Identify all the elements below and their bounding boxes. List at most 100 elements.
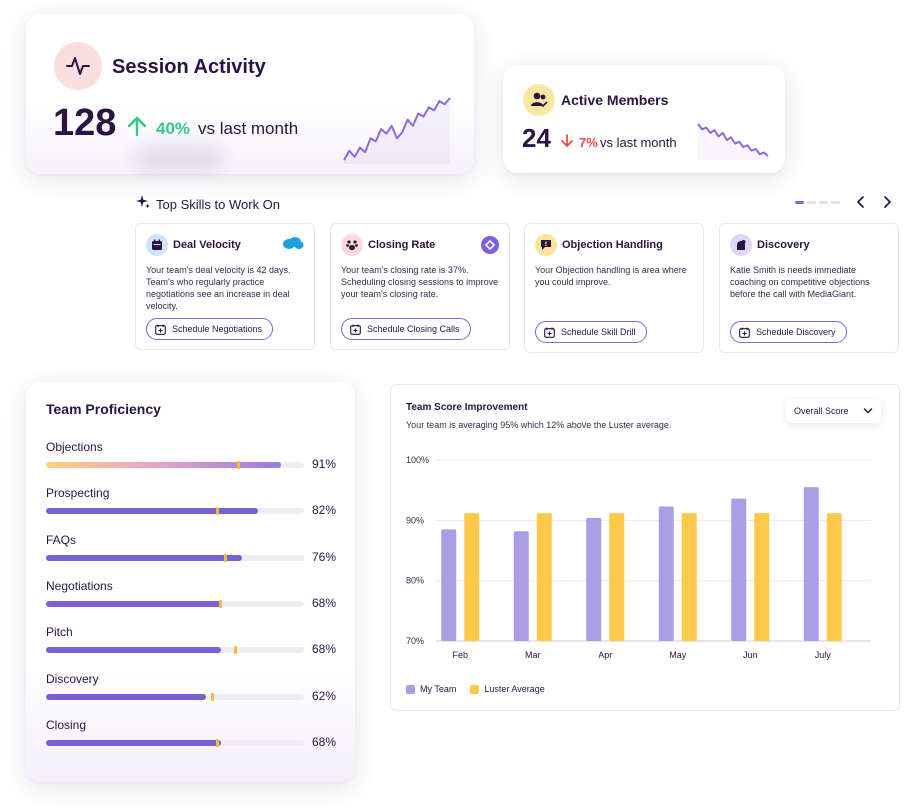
skill-card-discovery: Discovery Katie Smith is needs immediate…	[719, 223, 899, 353]
x-tick-label: July	[815, 650, 832, 660]
button-label: Schedule Skill Drill	[561, 327, 636, 337]
session-sparkline	[343, 97, 451, 164]
skill-card-closing-rate: Closing Rate Your team's closing rate is…	[330, 223, 510, 350]
pager-dot[interactable]	[807, 201, 816, 204]
legend-label: Luster Average	[484, 684, 545, 694]
y-tick-label: 100%	[406, 455, 429, 465]
proficiency-label: Prospecting	[46, 486, 110, 501]
sparkline-area	[344, 98, 450, 164]
schedule-negotiations-button[interactable]: Schedule Negotiations	[146, 318, 274, 340]
proficiency-benchmark	[216, 507, 220, 516]
proficiency-row: Objections 91%	[46, 440, 336, 480]
session-activity-value: 128	[53, 102, 117, 144]
proficiency-bar	[46, 507, 304, 516]
x-tick-label: Apr	[598, 650, 612, 660]
paw-icon	[341, 234, 363, 256]
overall-score-dropdown[interactable]: Overall Score	[786, 399, 881, 423]
proficiency-row: FAQs 76%	[46, 533, 336, 573]
chart-legend: My Team Luster Average	[406, 684, 545, 694]
skill-card-objection-handling: Objection Handling Your Objection handli…	[524, 223, 704, 353]
proficiency-fill	[46, 508, 258, 515]
bar-luster-average	[536, 513, 552, 641]
chevron-left-icon	[857, 196, 864, 208]
pager-dot[interactable]	[831, 201, 840, 204]
legend-item: Luster Average	[470, 684, 545, 694]
top-skills-header: Top Skills to Work On	[136, 195, 280, 214]
bar-luster-average	[609, 513, 625, 641]
skill-description: Katie Smith is needs immediate coaching …	[730, 265, 870, 299]
proficiency-label: Discovery	[46, 671, 99, 686]
team-proficiency-card: Team Proficiency Objections 91% Prospectin…	[26, 382, 355, 782]
proficiency-row: Closing 68%	[46, 718, 336, 758]
chat-alert-icon	[535, 234, 557, 256]
proficiency-percent: 68%	[311, 595, 336, 610]
proficiency-bar	[46, 599, 304, 608]
session-activity-change: 40%	[156, 119, 191, 138]
skill-title: Closing Rate	[368, 239, 436, 251]
session-activity-title: Session Activity	[112, 56, 266, 78]
skills-pager[interactable]	[795, 201, 840, 204]
x-tick-label: Jun	[743, 650, 758, 660]
y-tick-label: 90%	[406, 515, 424, 525]
legend-item: My Team	[406, 684, 456, 694]
bar-luster-average	[464, 513, 480, 641]
button-label: Schedule Negotiations	[172, 324, 263, 334]
proficiency-benchmark	[216, 738, 220, 747]
proficiency-fill	[46, 600, 222, 607]
calendar-add-icon	[739, 327, 750, 338]
decorative-blur	[134, 144, 224, 172]
proficiency-fill	[46, 739, 222, 746]
prev-button[interactable]	[853, 194, 869, 210]
bar-my-team	[658, 506, 674, 641]
proficiency-row: Negotiations 68%	[46, 579, 336, 619]
next-button[interactable]	[879, 194, 895, 210]
active-members-card: Active Members 24 7% vs last month	[503, 65, 785, 173]
proficiency-fill	[46, 462, 281, 468]
schedule-skill-drill-button[interactable]: Schedule Skill Drill	[535, 321, 647, 343]
proficiency-bar	[46, 461, 304, 469]
sparkline-line	[343, 97, 451, 161]
x-tick-label: Feb	[452, 650, 468, 660]
team-score-title: Team Score Improvement	[406, 402, 528, 413]
sparkline-line	[697, 123, 769, 157]
pager-dot[interactable]	[795, 201, 804, 204]
schedule-discovery-button[interactable]: Schedule Discovery	[730, 321, 847, 343]
pulse-icon	[54, 42, 102, 90]
arrow-down-icon	[560, 134, 574, 153]
chevron-down-icon	[863, 408, 873, 414]
proficiency-row: Prospecting 82%	[46, 486, 336, 526]
legend-swatch	[406, 684, 415, 694]
salesforce-logo-icon	[282, 236, 304, 255]
gong-logo-icon	[481, 236, 499, 259]
bar-my-team	[803, 487, 819, 641]
bar-my-team	[513, 531, 529, 641]
proficiency-fill	[46, 693, 206, 700]
proficiency-label: FAQs	[46, 532, 77, 547]
proficiency-percent: 82%	[311, 503, 336, 518]
y-tick-label: 80%	[406, 576, 424, 586]
skill-card-deal-velocity: Deal Velocity Your team's deal velocity …	[135, 223, 315, 350]
proficiency-benchmark	[218, 599, 222, 608]
proficiency-bar	[46, 738, 304, 747]
calendar-add-icon	[155, 324, 166, 335]
user-badge-icon	[730, 234, 752, 256]
schedule-closing-calls-button[interactable]: Schedule Closing Calls	[341, 318, 471, 340]
dropdown-value: Overall Score	[794, 406, 849, 416]
skill-description: Your team's closing rate is 37%. Schedul…	[341, 265, 499, 299]
users-icon	[523, 84, 555, 116]
proficiency-percent: 68%	[311, 734, 336, 749]
proficiency-percent: 76%	[311, 549, 336, 564]
button-label: Schedule Discovery	[756, 327, 836, 337]
bar-my-team	[441, 529, 457, 641]
pager-dot[interactable]	[819, 201, 828, 204]
members-sparkline	[697, 123, 769, 160]
proficiency-benchmark	[224, 553, 228, 562]
active-members-change: 7%	[579, 135, 598, 150]
proficiency-percent: 68%	[311, 642, 336, 657]
team-proficiency-title: Team Proficiency	[46, 401, 161, 417]
legend-label: My Team	[420, 684, 457, 694]
x-tick-label: Mar	[525, 650, 541, 660]
proficiency-fill	[46, 647, 222, 654]
session-activity-card: Session Activity 128 40% vs last month	[26, 14, 474, 174]
proficiency-label: Objections	[46, 440, 103, 454]
